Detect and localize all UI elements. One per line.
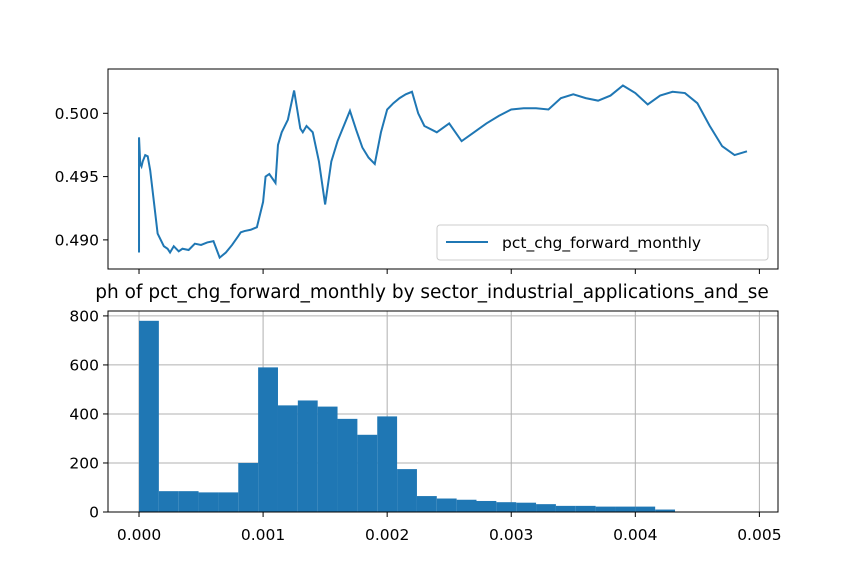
bottom-y-ticks: 0 200 400 600 800 [69, 307, 108, 522]
bottom-y-tick-label: 600 [69, 356, 99, 374]
top-x-ticks [138, 269, 760, 274]
bottom-y-tick-label: 800 [69, 307, 99, 325]
bottom-x-tick-label: 0.001 [241, 526, 285, 544]
histogram-bar [139, 320, 159, 512]
histogram-bar [377, 416, 398, 512]
histogram-bar [397, 469, 417, 512]
bottom-histogram: ph of pct_chg_forward_monthly by sector_… [69, 282, 781, 544]
histogram-bar [238, 462, 259, 512]
histogram-bar [536, 504, 556, 512]
histogram-bar [158, 491, 179, 512]
histogram-bar [258, 367, 278, 512]
bottom-axes-frame [107, 310, 779, 513]
histogram-bar [456, 499, 477, 512]
bottom-chart-title: ph of pct_chg_forward_monthly by sector_… [95, 282, 768, 303]
histogram-bar [317, 406, 338, 512]
histogram-bar [297, 400, 318, 512]
histogram-bar [595, 506, 616, 512]
bottom-x-tick-label: 0.004 [613, 526, 657, 544]
histogram-bar [416, 496, 437, 512]
histogram-bar [655, 509, 676, 512]
histogram-bar [575, 505, 596, 512]
top-line-chart: 0.490 0.495 0.500 pct_chg_forward_monthly [55, 68, 779, 274]
top-y-ticks: 0.490 0.495 0.500 [55, 105, 108, 249]
bottom-x-tick-label: 0.005 [737, 526, 781, 544]
top-series-line [138, 84, 748, 260]
bottom-x-tick-label: 0.003 [489, 526, 533, 544]
bottom-x-tick-label: 0.000 [117, 526, 161, 544]
top-y-tick-label: 0.495 [55, 168, 99, 186]
top-axes-frame [107, 68, 779, 270]
histogram-bar [615, 506, 636, 512]
histogram-bar [476, 500, 497, 512]
top-legend: pct_chg_forward_monthly [436, 224, 769, 261]
histogram-bar [337, 418, 358, 512]
bottom-x-tick-label: 0.002 [365, 526, 409, 544]
legend-box [436, 224, 769, 261]
histogram-bar [178, 491, 199, 512]
top-y-tick-label: 0.500 [55, 105, 99, 123]
top-y-tick-label: 0.490 [55, 231, 99, 249]
bottom-y-tick-label: 400 [69, 405, 99, 423]
bottom-bars [139, 320, 676, 512]
histogram-bar [496, 502, 517, 512]
histogram-bar [277, 405, 298, 512]
histogram-bar [555, 505, 576, 512]
histogram-bar [218, 492, 239, 512]
legend-series-label: pct_chg_forward_monthly [502, 234, 701, 253]
histogram-bar [635, 506, 656, 512]
histogram-bar [357, 434, 378, 512]
histogram-bar [516, 502, 537, 512]
histogram-bar [198, 492, 219, 512]
bottom-y-tick-label: 200 [69, 454, 99, 472]
histogram-bar [436, 498, 457, 512]
bottom-y-tick-label: 0 [89, 504, 99, 522]
bottom-x-ticks: 0.000 0.001 0.002 0.003 0.004 0.005 [117, 512, 782, 544]
